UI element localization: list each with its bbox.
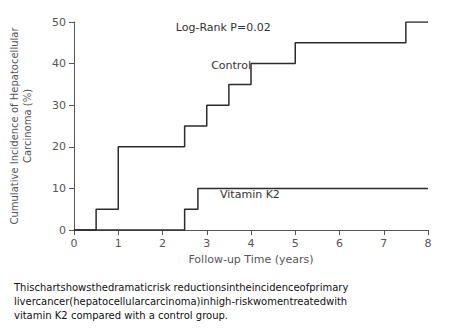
- svg-text:7: 7: [380, 237, 387, 250]
- svg-text:Log-Rank P=0.02: Log-Rank P=0.02: [176, 21, 271, 34]
- svg-text:5: 5: [292, 237, 299, 250]
- svg-text:Control: Control: [211, 59, 251, 72]
- svg-text:0: 0: [59, 224, 66, 237]
- svg-text:2: 2: [159, 237, 166, 250]
- svg-text:4: 4: [248, 237, 255, 250]
- svg-text:3: 3: [203, 237, 210, 250]
- svg-text:30: 30: [52, 99, 66, 112]
- svg-text:Follow-up Time (years): Follow-up Time (years): [188, 253, 313, 266]
- svg-text:20: 20: [52, 140, 66, 153]
- svg-text:livercancer(hepatocellularcarc: livercancer(hepatocellularcarcinoma)inhi…: [14, 296, 347, 307]
- svg-text:Cumulative Incidence of Hepato: Cumulative Incidence of Hepatocellular: [9, 27, 20, 225]
- svg-text:10: 10: [52, 182, 66, 195]
- svg-text:Vitamin K2: Vitamin K2: [220, 188, 280, 201]
- svg-text:Carcinoma (%): Carcinoma (%): [22, 89, 33, 163]
- svg-text:8: 8: [425, 237, 432, 250]
- svg-text:1: 1: [115, 237, 122, 250]
- svg-text:50: 50: [52, 16, 66, 29]
- svg-text:40: 40: [52, 57, 66, 70]
- svg-text:6: 6: [336, 237, 343, 250]
- svg-text:vitamin K2 compared with a con: vitamin K2 compared with a control group…: [14, 310, 228, 321]
- svg-text:0: 0: [71, 237, 78, 250]
- svg-text:Thischartshowsthedramaticrisk: Thischartshowsthedramaticrisk reductions…: [13, 282, 348, 293]
